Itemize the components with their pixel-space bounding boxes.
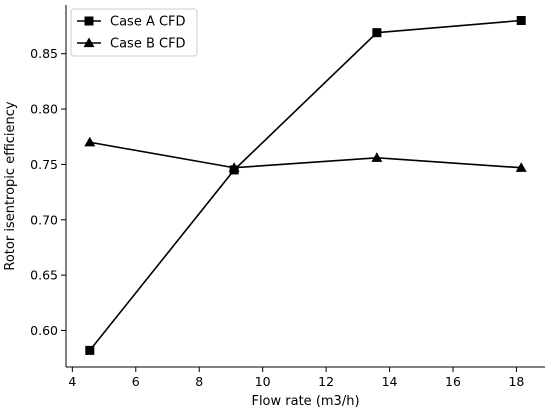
y-ticks: 0.60 0.65 0.70 0.75 0.80 0.85 [30,46,66,338]
data-point-triangle [515,162,527,172]
legend: Case A CFD Case B CFD [70,8,198,57]
x-axis-title: Flow rate (m3/h) [251,394,359,409]
x-tick-label: 16 [445,374,461,389]
series-line [89,141,522,169]
legend-marker-triangle [83,37,95,48]
series-layer [84,15,527,355]
x-tick-label: 8 [195,374,203,389]
legend-item: Case A CFD [77,15,186,30]
legend-label: Case B CFD [110,37,186,52]
legend-item: Case B CFD [77,37,186,52]
data-point-square [516,15,526,25]
x-tick-label: 10 [255,374,271,389]
legend-label: Case A CFD [110,15,186,30]
y-tick-label: 0.75 [30,157,58,172]
axes [65,5,545,368]
x-tick-label: 18 [508,374,524,389]
data-point-triangle [84,136,96,147]
legend-marker-square [84,16,94,26]
x-tick-label: 6 [132,374,140,389]
x-ticks: 4 6 8 10 12 14 16 18 [68,367,524,389]
data-point-triangle [228,162,240,172]
data-point-triangle [371,152,383,162]
y-tick-label: 0.60 [30,323,58,338]
y-tick-label: 0.65 [30,268,58,283]
x-tick-label: 12 [318,374,334,389]
series-case-b [84,136,527,172]
y-tick-label: 0.85 [30,46,58,61]
y-tick-label: 0.80 [30,102,58,117]
data-point-square [85,345,95,355]
series-case-a [85,15,526,355]
legend-box [70,8,198,57]
y-tick-label: 0.70 [30,212,58,227]
data-point-square [372,28,382,38]
x-tick-label: 4 [68,374,76,389]
legend-items: Case A CFD Case B CFD [77,15,186,52]
x-tick-label: 14 [382,374,398,389]
series-line [89,19,522,351]
y-axis-title: Rotor isentropic efficiency [3,101,18,271]
